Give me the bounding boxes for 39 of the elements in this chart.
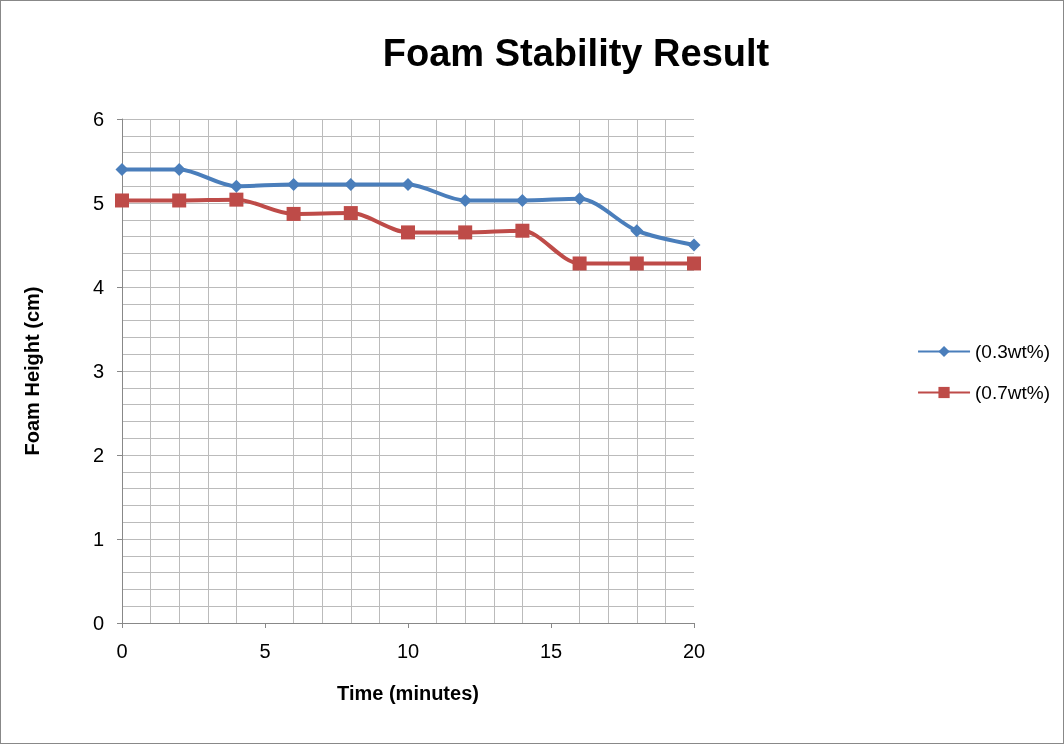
y-tick-label: 0 — [92, 612, 104, 634]
point — [515, 193, 529, 207]
point — [630, 224, 644, 238]
y-tick-label: 3 — [92, 360, 104, 382]
x-tick-label: 20 — [682, 640, 706, 662]
point — [287, 178, 301, 192]
point — [401, 178, 415, 192]
point — [687, 256, 701, 271]
point — [229, 179, 243, 193]
point — [458, 225, 473, 240]
point — [286, 206, 301, 221]
x-tick-label: 15 — [539, 640, 563, 662]
point — [344, 178, 358, 192]
x-tick-label: 0 — [116, 640, 128, 662]
point — [687, 238, 701, 252]
y-tick-label: 6 — [92, 108, 104, 130]
y-axis-title: Foam Height (cm) — [21, 286, 43, 456]
point — [573, 192, 587, 206]
point — [172, 193, 187, 208]
point — [458, 193, 472, 207]
point — [115, 162, 129, 176]
point — [401, 225, 415, 240]
point — [515, 223, 530, 238]
chart-title: Foam Stability Result — [382, 32, 770, 74]
point — [229, 192, 244, 207]
y-tick-label: 1 — [92, 528, 104, 550]
x-axis-title: Time (minutes) — [337, 682, 479, 704]
point — [572, 256, 587, 271]
point — [629, 256, 644, 271]
y-tick-label: 4 — [92, 276, 104, 298]
legend-label: (0.3wt%) — [975, 341, 1051, 362]
x-tick-label: 5 — [259, 640, 271, 662]
y-tick-label: 5 — [92, 192, 104, 214]
point — [172, 162, 186, 176]
x-tick-label: 10 — [396, 640, 420, 662]
point — [115, 193, 129, 208]
y-tick-label: 2 — [92, 444, 104, 466]
point — [343, 206, 358, 221]
legend-label: (0.7wt%) — [975, 382, 1051, 403]
